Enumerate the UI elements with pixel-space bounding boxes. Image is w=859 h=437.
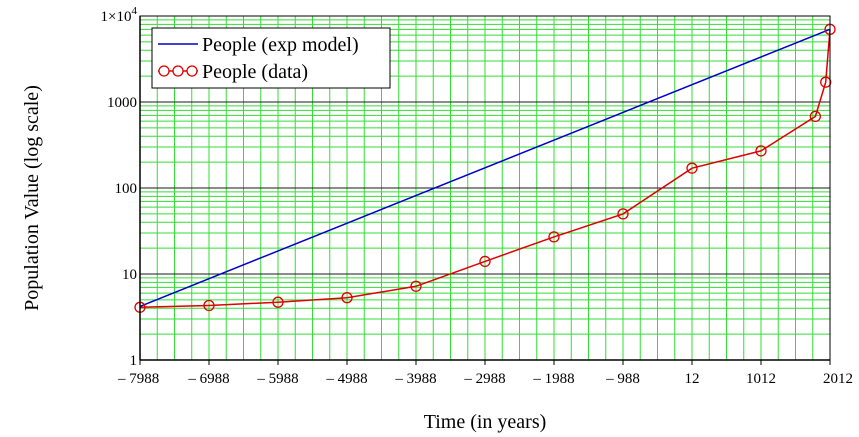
y-tick-label-top: 1×104: [101, 5, 138, 25]
data-point: [203, 299, 215, 312]
x-tick-label: – 4988: [325, 371, 367, 387]
y-tick-label: 1: [130, 353, 138, 369]
x-tick-label: – 3988: [394, 371, 436, 387]
legend-box: [151, 27, 391, 89]
y-axis-tick-labels: 1 10 100 1000: [107, 95, 137, 369]
legend-marker: [172, 65, 184, 77]
y-tick-label: 10: [122, 267, 137, 283]
data-point: [820, 76, 832, 88]
y-axis-title: Population Value (log scale): [21, 85, 43, 311]
series-layer: [134, 23, 836, 313]
x-tick-label: – 988: [605, 371, 640, 387]
data-point: [341, 292, 353, 304]
series-line-data: [139, 29, 831, 309]
x-axis-tick-labels: – 7988 – 6988 – 5988 – 4988 – 3988 – 2988 – 19…: [117, 371, 853, 387]
data-point: [617, 208, 629, 220]
y-tick-label-top-base: 1×10: [101, 9, 132, 25]
x-tick-label: – 5988: [256, 371, 298, 387]
x-tick-label: – 1988: [532, 371, 574, 387]
legend-label-data: People (data): [202, 61, 308, 83]
legend-label-exp-model: People (exp model): [202, 34, 359, 56]
y-tick-label: 100: [115, 181, 138, 197]
x-axis-title: Time (in years): [424, 411, 547, 433]
data-point: [686, 162, 698, 174]
legend-swatch-data-markers: [158, 65, 198, 77]
series-line-exp-model: [139, 28, 831, 308]
data-point: [755, 145, 767, 157]
data-point: [479, 255, 491, 268]
x-tick-label: 12: [685, 371, 700, 387]
legend-marker: [158, 65, 170, 77]
data-point: [410, 280, 422, 292]
y-tick-label: 1000: [107, 95, 137, 111]
plot-frame: [139, 15, 831, 365]
data-point: [272, 296, 284, 308]
y-tick-label-top-exponent: 4: [132, 5, 138, 17]
legend: People (exp model) People (data): [151, 27, 391, 89]
x-tick-label: – 2988: [463, 371, 505, 387]
x-tick-label: – 7988: [117, 371, 159, 387]
x-tick-label: 1012: [746, 371, 776, 387]
data-point: [548, 231, 560, 243]
legend-marker: [186, 65, 198, 77]
x-tick-label: – 6988: [187, 371, 229, 387]
x-tick-label: 2012: [823, 371, 853, 387]
data-point: [809, 110, 822, 123]
